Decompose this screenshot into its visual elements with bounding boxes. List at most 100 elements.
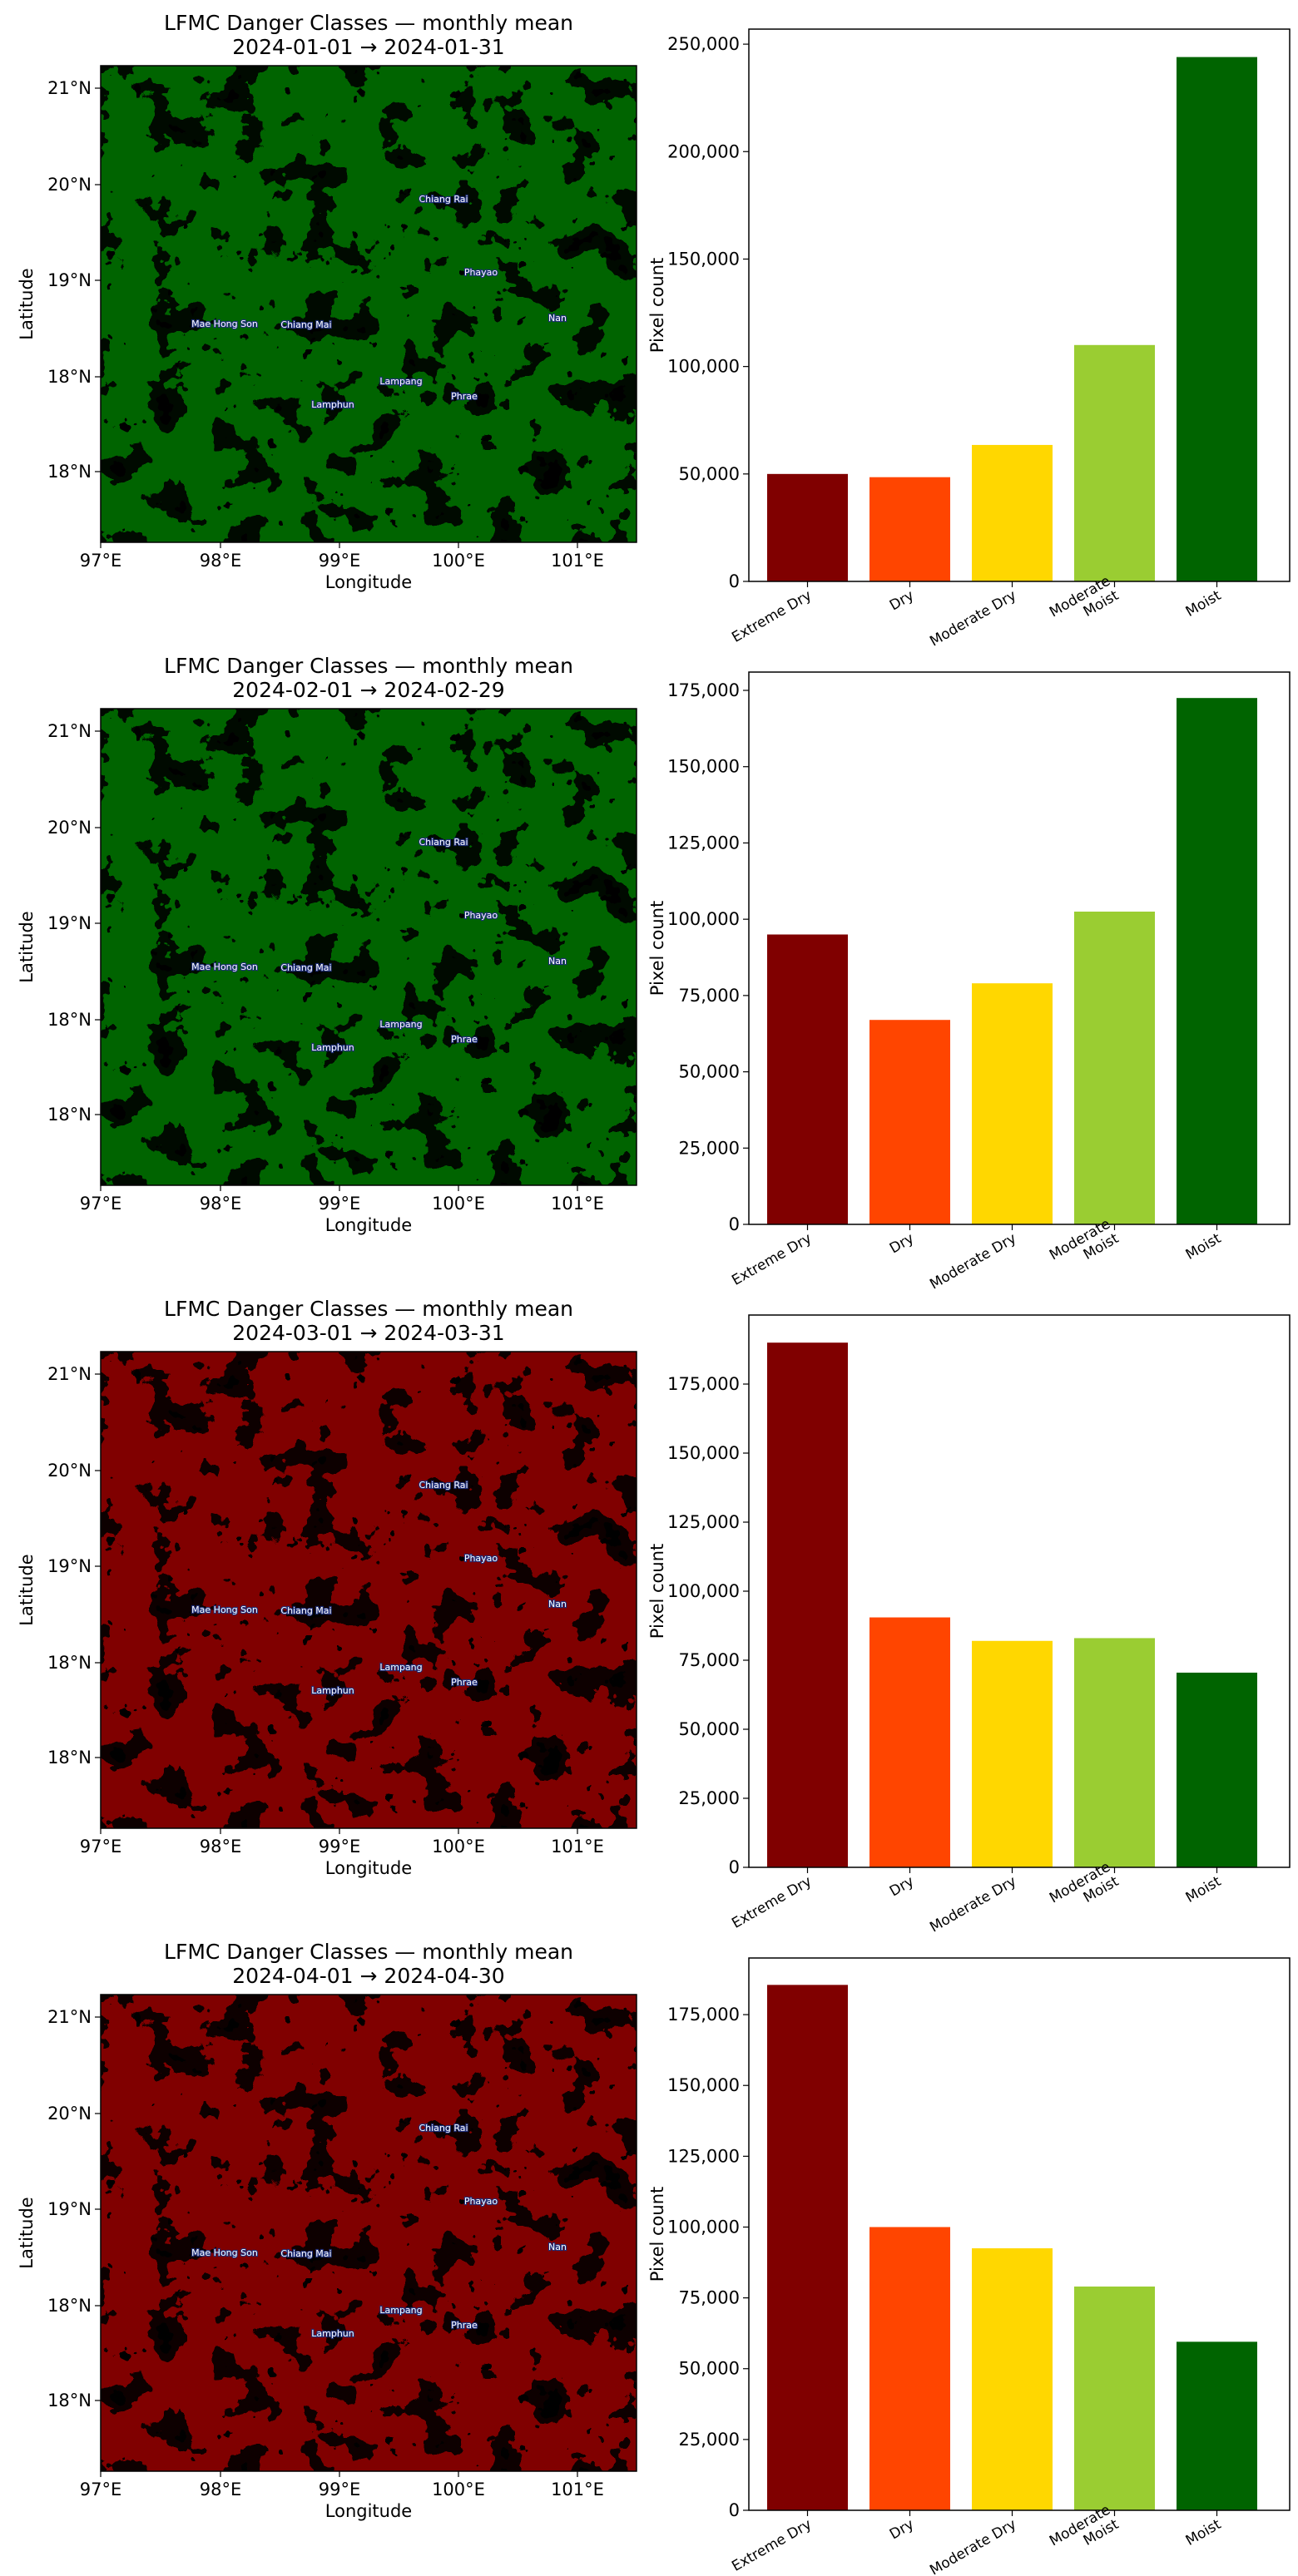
bar-x-tick-label: Moist <box>1183 1873 1225 1906</box>
map-x-tick-label: 97°E <box>80 1837 122 1857</box>
place-label: Chiang Mai <box>280 319 331 330</box>
lfmc-map: Chiang Rai Phayao Nan Mae Hong Son Chiang Ma… <box>100 1994 637 2472</box>
bar-y-tick-label: 0 <box>729 2500 740 2520</box>
map-frame <box>100 65 637 543</box>
bar-y-tick-label: 25,000 <box>679 1138 740 1158</box>
map-x-tick-label: 101°E <box>551 551 604 571</box>
map-title: LFMC Danger Classes — monthly mean <box>164 1297 573 1321</box>
bar-y-tick-label: 75,000 <box>679 2288 740 2308</box>
map-x-tick-label: 101°E <box>551 2480 604 2499</box>
map-x-tick-label: 98°E <box>200 1837 242 1857</box>
map-x-tick-label: 101°E <box>551 1837 604 1857</box>
map-y-tick-label: 21°N <box>47 78 92 98</box>
bar-y-tick-label: 100,000 <box>667 357 740 377</box>
place-label: Mae Hong Son <box>191 1604 258 1615</box>
bar-dry <box>869 2227 950 2510</box>
bar-dry <box>869 1020 950 1224</box>
bar-extreme-dry <box>767 934 848 1224</box>
bar-x-tick-label-line: Moderate Dry <box>927 587 1019 650</box>
map-frame <box>100 708 637 1186</box>
map-x-tick-label: 99°E <box>319 1837 361 1857</box>
place-label: Chiang Rai <box>419 194 468 205</box>
bar-x-tick-label: Dry <box>887 2516 917 2543</box>
bar-frame <box>748 1314 1291 1868</box>
bar-moderate-dry <box>972 2248 1053 2510</box>
bar-y-tick-label: 50,000 <box>679 2359 740 2379</box>
map-y-tick-label: 18°N <box>47 367 92 387</box>
bar-x-tick-label: Moderate Dry <box>927 587 1019 650</box>
place-label: Phrae <box>451 2320 478 2331</box>
map-x-tick-label: 97°E <box>80 1194 122 1214</box>
bar-y-tick-label: 50,000 <box>679 464 740 484</box>
bar-y-tick-label: 100,000 <box>667 1581 740 1601</box>
map-x-tick-label: 97°E <box>80 551 122 571</box>
bar-x-tick-label-line: Moderate Dry <box>927 1873 1019 1936</box>
bar-x-tick-label-line: Extreme Dry <box>729 1873 815 1932</box>
map-y-tick-label: 18°N <box>47 1748 92 1768</box>
bar-moderate-dry <box>972 444 1053 581</box>
place-label: Lamphun <box>311 2328 354 2339</box>
bar-frame <box>748 671 1291 1225</box>
map-frame <box>100 1351 637 1829</box>
map-frame <box>100 1994 637 2472</box>
bar-y-tick-label: 50,000 <box>679 1719 740 1739</box>
map-y-tick-label: 18°N <box>47 1105 92 1125</box>
bar-x-tick-label: Extreme Dry <box>729 587 815 646</box>
bar-x-tick-label: Moderate Dry <box>927 2516 1019 2576</box>
panel-row-1: LFMC Danger Classes — monthly mean2024-0… <box>17 11 1291 650</box>
lfmc-map: Chiang Rai Phayao Nan Mae Hong Son Chiang Ma… <box>100 1351 637 1829</box>
map-ylabel: Latitude <box>17 2197 37 2268</box>
map-y-tick-label: 21°N <box>47 721 92 741</box>
bar-y-tick-label: 125,000 <box>667 2146 740 2166</box>
place-label: Nan <box>548 2242 567 2252</box>
place-label: Lampang <box>379 1662 422 1673</box>
map-subtitle: 2024-03-01 → 2024-03-31 <box>232 1321 504 1345</box>
map-ylabel: Latitude <box>17 911 37 982</box>
bar-y-tick-label: 150,000 <box>667 2075 740 2095</box>
bar-y-tick-label: 125,000 <box>667 1512 740 1532</box>
map-x-tick-label: 101°E <box>551 1194 604 1214</box>
bar-y-tick-label: 0 <box>729 1214 740 1234</box>
bar-moderate-moist <box>1074 911 1155 1224</box>
bar-y-tick-label: 200,000 <box>667 141 740 161</box>
place-label: Lamphun <box>311 399 354 410</box>
bar-y-tick-label: 175,000 <box>667 2005 740 2025</box>
bar-dry <box>869 1617 950 1867</box>
place-label: Chiang Mai <box>280 2248 331 2259</box>
map-x-tick-label: 98°E <box>200 551 242 571</box>
bar-x-tick-label: Moist <box>1183 587 1225 621</box>
place-label: Phayao <box>464 2196 498 2207</box>
map-y-tick-label: 20°N <box>47 1461 92 1481</box>
bar-y-tick-label: 100,000 <box>667 909 740 929</box>
bar-x-tick-label-line: Dry <box>887 587 917 614</box>
map-x-tick-label: 99°E <box>319 2480 361 2499</box>
map-class-patch <box>101 1995 637 2471</box>
bar-moderate-moist <box>1074 2286 1155 2510</box>
bar-moderate-dry <box>972 1640 1053 1867</box>
map-y-tick-label: 18°N <box>47 2391 92 2410</box>
map-x-tick-label: 99°E <box>319 551 361 571</box>
map-xlabel: Longitude <box>325 1215 412 1235</box>
bar-y-tick-label: 75,000 <box>679 986 740 1006</box>
bar-y-tick-label: 150,000 <box>667 249 740 269</box>
map-x-tick-label: 98°E <box>200 1194 242 1214</box>
bar-x-tick-label: Moderate Dry <box>927 1873 1019 1936</box>
bar-moderate-moist <box>1074 344 1155 581</box>
bar-x-tick-label-line: Extreme Dry <box>729 1230 815 1289</box>
map-subtitle: 2024-02-01 → 2024-02-29 <box>232 678 504 702</box>
panel-row-4: LFMC Danger Classes — monthly mean2024-0… <box>17 1940 1291 2576</box>
bar-x-tick-label-line: Moderate Dry <box>927 1230 1019 1293</box>
map-x-tick-label: 98°E <box>200 2480 242 2499</box>
bar-x-tick-label: Extreme Dry <box>729 1873 815 1932</box>
place-label: Lamphun <box>311 1685 354 1696</box>
bar-x-tick-label: Extreme Dry <box>729 1230 815 1289</box>
panel-row-3: LFMC Danger Classes — monthly mean2024-0… <box>17 1297 1291 1936</box>
map-y-tick-label: 20°N <box>47 818 92 838</box>
map-y-tick-label: 19°N <box>47 913 92 933</box>
bar-moist <box>1177 57 1257 582</box>
